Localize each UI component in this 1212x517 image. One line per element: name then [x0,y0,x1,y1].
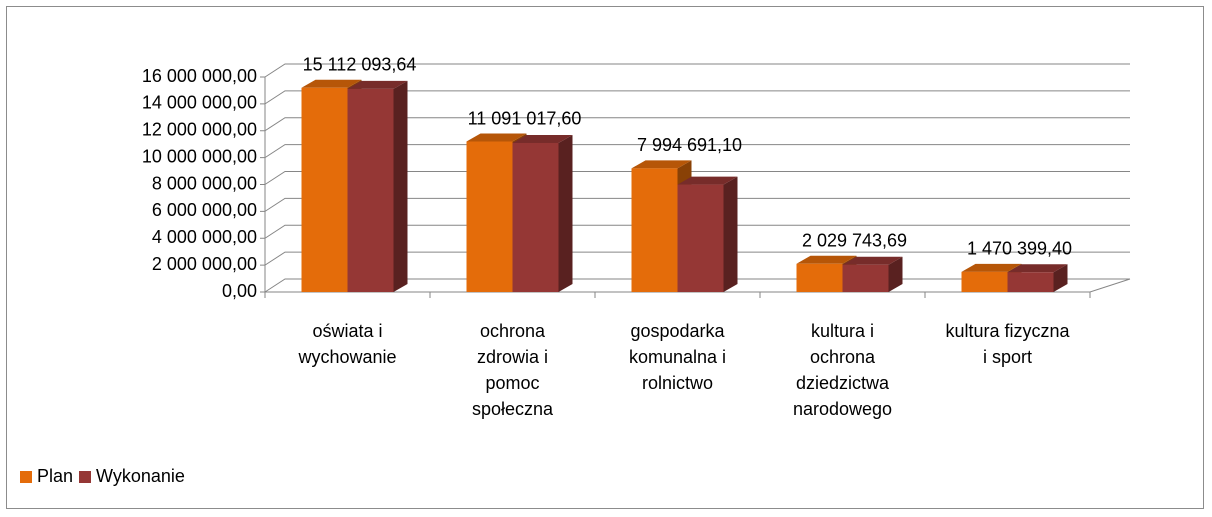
grid-line [264,224,1130,239]
grid-line [264,171,1130,185]
bar-side [888,256,903,292]
grid-line [264,90,1130,105]
y-tick-label: 16 000 000,00 [142,66,257,86]
bar-front [677,184,724,292]
bar-side [393,80,408,292]
x-tick-label: kultura fizyczna i sport [945,321,1070,367]
legend-label: Wykonanie [96,466,185,486]
bar [677,176,738,292]
y-tick-label: 12 000 000,00 [142,120,257,140]
legend-label: Plan [37,466,74,486]
y-tick-label: 4 000 000,00 [152,227,257,247]
bar-top [842,256,903,265]
bar-top [631,160,692,169]
grid-line [264,117,1130,132]
y-tick-label: 10 000 000,00 [142,146,257,166]
value-label: 1 470 399,40 [967,239,1072,259]
bar-front [347,88,394,292]
bar-front [631,168,678,292]
value-label: 2 029 743,69 [802,231,907,251]
y-tick-label: 8 000 000,00 [152,173,257,193]
grid-line [264,197,1130,212]
value-label: 7 994 691,10 [637,135,742,155]
bar-top [512,134,573,143]
grid-line [264,63,1130,78]
value-label: 15 112 093,64 [303,55,417,75]
bar-top [796,255,857,264]
bar-top [677,176,738,185]
bar-top [347,80,408,89]
bar [512,134,573,292]
bar-front [512,142,559,292]
bar-top [961,263,1022,272]
bar-side [1053,264,1068,292]
bar-top [301,79,362,88]
x-tick-label: oświata i wychowanie [298,321,397,367]
grid-line [264,251,1130,266]
bar-front [796,263,843,292]
y-tick-label: 6 000 000,00 [152,200,257,220]
bar-side [723,176,738,292]
y-tick-label: 0,00 [222,281,257,301]
legend-swatch [20,470,32,483]
bar-top [1007,264,1068,273]
bar-front [1007,272,1054,292]
bar-front [961,271,1008,292]
value-label: 11 091 017,60 [468,108,582,128]
legend: Plan Wykonanie [20,466,191,487]
bar-front [466,141,513,292]
bar [347,80,408,292]
bar-front [301,87,348,292]
bar [1007,264,1068,292]
bar-side [558,134,573,292]
bar [842,256,903,292]
bar-front [842,264,889,292]
x-tick-label: ochrona zdrowia i pomoc społeczna [471,321,554,419]
x-tick-label: kultura i ochrona dziedzictwa narodowego [792,321,893,419]
grid-line [264,144,1130,159]
bar-top [466,133,527,142]
x-tick-label: gospodarka komunalna i rolnictwo [628,321,727,393]
legend-swatch [79,470,92,483]
y-tick-label: 14 000 000,00 [142,93,257,113]
chart-frame [6,6,1204,509]
y-tick-label: 2 000 000,00 [152,254,257,274]
